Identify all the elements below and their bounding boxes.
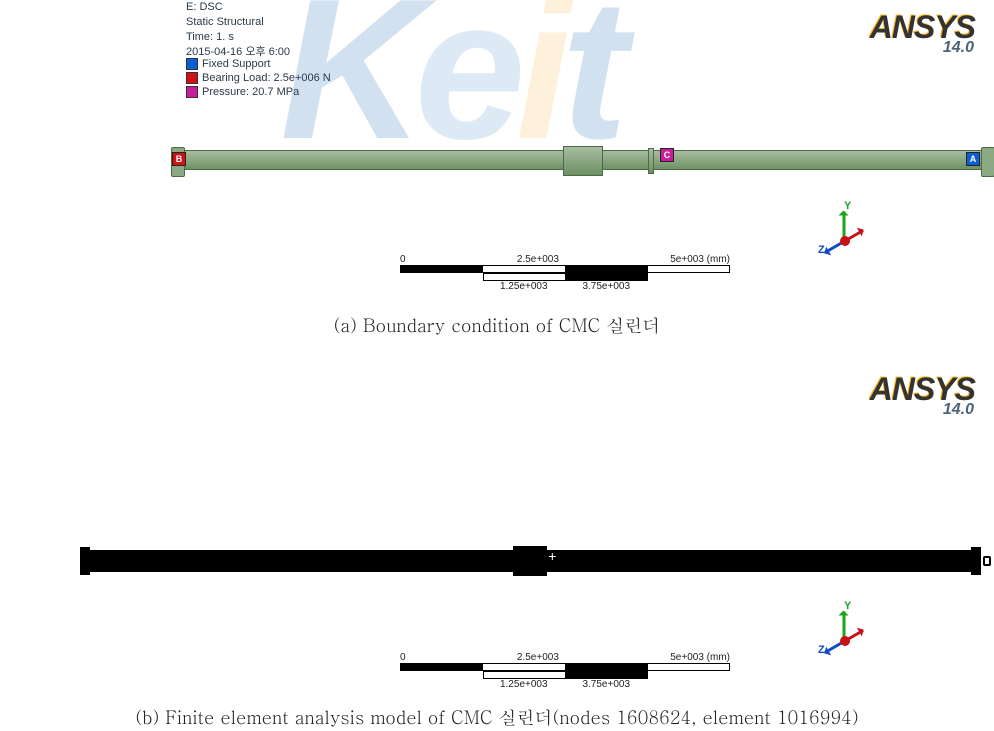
sb-b-bot-wrap: 1.25e+003 3.75e+003	[400, 671, 730, 690]
panel-a: Keit ANSYS 14.0 E: DSC Static Structural…	[0, 0, 994, 350]
caption-a: (a) Boundary condition of CMC 실린더	[0, 313, 994, 338]
legend-row-c: Pressure: 20.7 MPa	[186, 86, 331, 98]
legend-text-c: Pressure: 20.7 MPa	[202, 86, 299, 98]
ansys-logo: ANSYS 14.0	[869, 8, 974, 57]
legend-row-a: A Fixed Support	[186, 58, 331, 70]
meta-sim-id: E: DSC	[186, 0, 290, 15]
meta-block: E: DSC Static Structural Time: 1. s 2015…	[186, 0, 290, 59]
sb-a-b0: 1.25e+003	[500, 281, 548, 292]
legend-chip-b	[186, 72, 198, 84]
sb-a-top	[400, 265, 730, 273]
meta-analysis-type: Static Structural	[186, 15, 290, 30]
cmc-cylinder-b: +	[88, 550, 973, 572]
sb-seg	[648, 664, 729, 670]
marker-c: C	[660, 148, 674, 162]
shaft-b-marker: +	[548, 548, 556, 564]
marker-a: A	[966, 152, 980, 166]
scalebar-a: 0 2.5e+003 5e+003 (mm) 1.25e+003 3.75e+0…	[400, 254, 730, 292]
axis-label-z: Z	[818, 244, 825, 256]
sb-b-bot	[483, 671, 648, 679]
meta-time: Time: 1. s	[186, 30, 290, 45]
caption-b: (b) Finite element analysis model of CMC…	[0, 705, 994, 730]
sb-a-l2: 5e+003 (mm)	[670, 254, 730, 265]
sb-a-bot-labels: 1.25e+003 3.75e+003	[483, 281, 648, 292]
sb-seg	[566, 274, 647, 280]
triad-a: Y Z	[814, 210, 884, 270]
sb-seg	[566, 664, 648, 670]
triad-origin-b	[840, 636, 850, 646]
sb-b-b1: 3.75e+003	[582, 679, 630, 690]
sb-a-bot	[483, 273, 648, 281]
shaft-b-end-l	[80, 547, 90, 575]
legend-block: A Fixed Support Bearing Load: 2.5e+006 N…	[186, 58, 331, 100]
triad-b: Y Z	[814, 610, 884, 670]
sb-b-bot-labels: 1.25e+003 3.75e+003	[483, 679, 648, 690]
axis-label-z-b: Z	[818, 644, 825, 656]
marker-b: B	[172, 152, 186, 166]
sb-b-top-labels: 0 2.5e+003 5e+003 (mm)	[400, 652, 730, 663]
sb-a-bot-wrap: 1.25e+003 3.75e+003	[400, 273, 730, 292]
sb-seg	[401, 664, 483, 670]
sb-a-top-labels: 0 2.5e+003 5e+003 (mm)	[400, 254, 730, 265]
shaft-b-notch	[983, 556, 991, 566]
axis-label-y-b: Y	[844, 600, 851, 612]
sb-b-l2: 5e+003 (mm)	[670, 652, 730, 663]
shaft-b-end-r	[971, 547, 981, 575]
sb-b-l0: 0	[400, 652, 406, 663]
cmc-cylinder-a	[178, 150, 988, 170]
scalebar-b: 0 2.5e+003 5e+003 (mm) 1.25e+003 3.75e+0…	[400, 652, 730, 690]
legend-row-b: Bearing Load: 2.5e+006 N	[186, 72, 331, 84]
panel-b: ANSYS 14.0 + Y Z 0 2.5e+003 5e+003 (mm)	[0, 370, 994, 730]
legend-chip-c	[186, 86, 198, 98]
sb-b-l1: 2.5e+003	[517, 652, 559, 663]
sb-a-l1: 2.5e+003	[517, 254, 559, 265]
legend-chip-a	[186, 58, 198, 70]
sb-b-b0: 1.25e+003	[500, 679, 548, 690]
triad-origin	[840, 236, 850, 246]
sb-seg	[483, 664, 565, 670]
sb-seg	[566, 672, 647, 678]
shaft-collar	[563, 146, 603, 176]
sb-seg	[648, 266, 729, 272]
sb-seg	[401, 266, 483, 272]
sb-seg	[484, 274, 566, 280]
ansys-logo-b: ANSYS 14.0	[869, 370, 974, 419]
shaft-b-collar	[513, 546, 547, 576]
sb-a-b1: 3.75e+003	[582, 281, 630, 292]
sb-seg	[566, 266, 648, 272]
sb-seg	[483, 266, 565, 272]
shaft-collar-thin	[648, 148, 654, 174]
sb-a-l0: 0	[400, 254, 406, 265]
sb-b-top	[400, 663, 730, 671]
axis-label-y: Y	[844, 200, 851, 212]
sb-seg	[484, 672, 566, 678]
legend-text-b: Bearing Load: 2.5e+006 N	[202, 72, 331, 84]
legend-text-a: Fixed Support	[202, 58, 270, 70]
